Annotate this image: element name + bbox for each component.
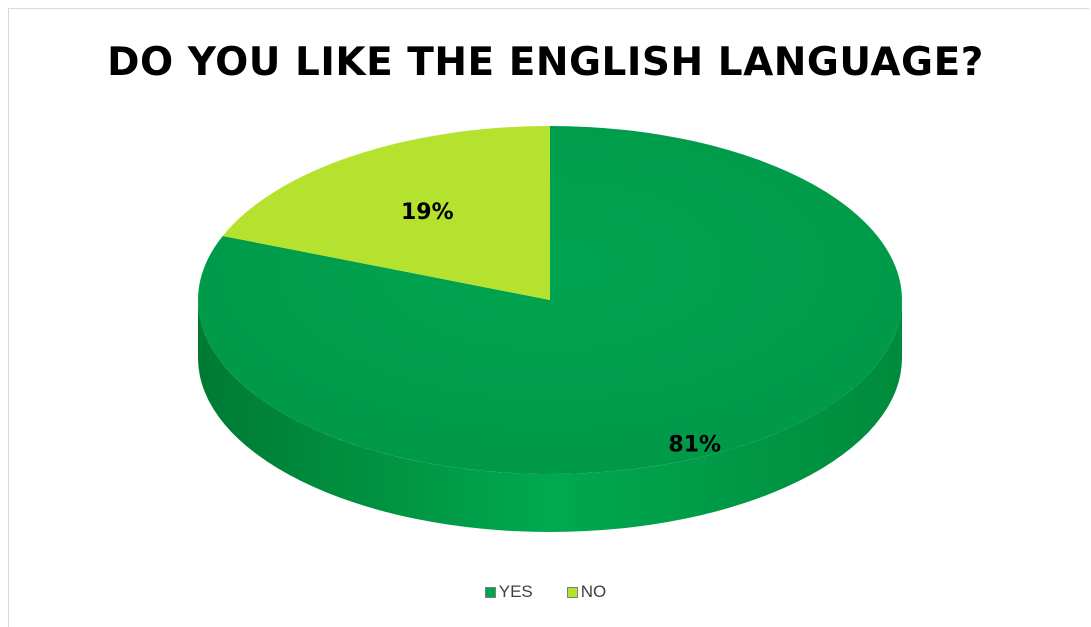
legend-label-no: NO (580, 582, 607, 601)
legend-swatch-no (566, 586, 578, 598)
pie-slice-no (222, 125, 550, 300)
data-label-no: 19% (401, 200, 454, 225)
legend-swatch-yes (484, 586, 496, 598)
data-label-yes: 81% (668, 432, 721, 457)
chart-title: DO YOU LIKE THE ENGLISH LANGUAGE? (107, 40, 984, 85)
legend-entry-no: NO (566, 582, 607, 602)
legend-entry-yes: YES (484, 582, 533, 602)
legend-label-yes: YES (498, 582, 533, 601)
pie-side-wall (198, 300, 902, 532)
legend: YES NO (0, 582, 1091, 602)
